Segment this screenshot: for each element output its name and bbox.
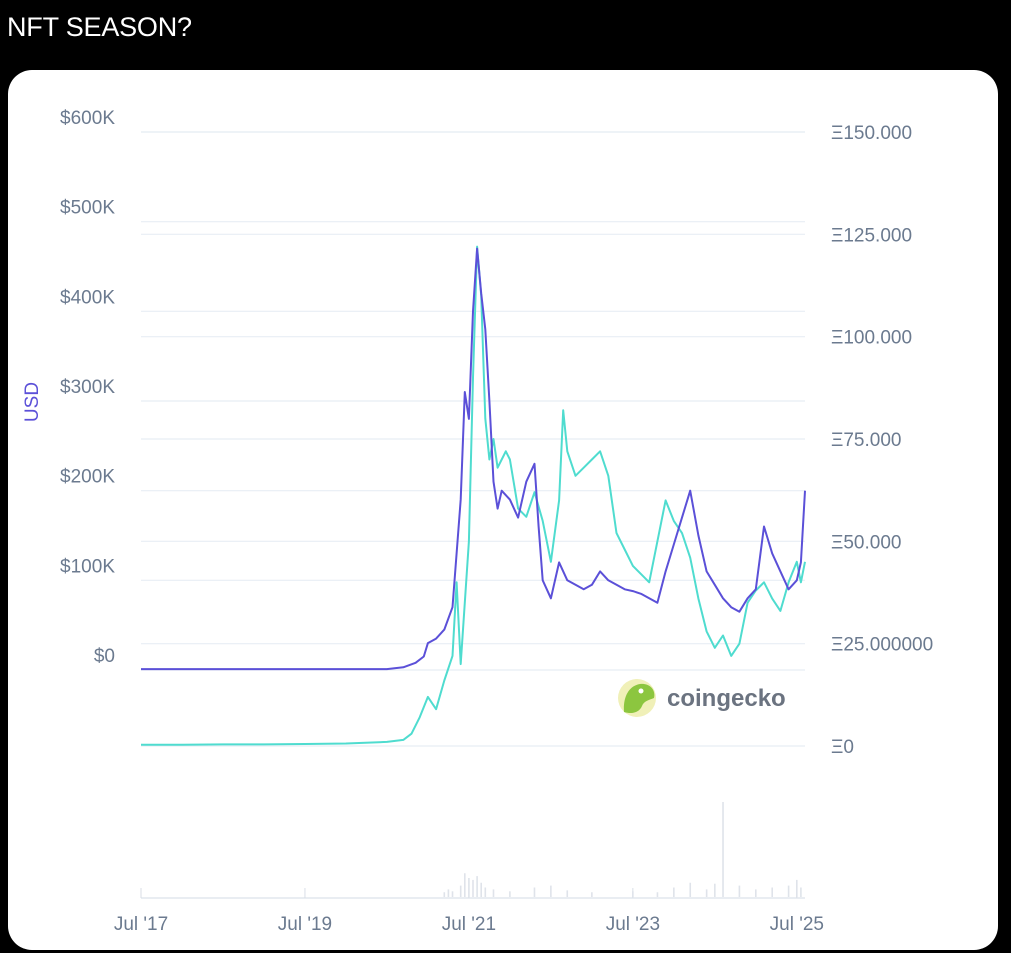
volume-bar	[472, 879, 474, 897]
usd-tick-label: $300K	[60, 377, 115, 398]
volume-bar	[796, 879, 798, 897]
post-title: NFT SEASON?	[7, 12, 192, 42]
x-tick-label: Jul '17	[114, 914, 168, 935]
volume-bar	[800, 887, 802, 897]
eth-tick-label: Ξ150.000	[831, 123, 912, 144]
x-tick-label: Jul '23	[606, 914, 660, 935]
volume-bar	[566, 890, 569, 897]
volume-bar	[714, 883, 716, 897]
volume-bar	[755, 889, 757, 897]
chart-card: $600K $500K $400K $300K $200K $100K $0 Ξ150.00…	[8, 70, 998, 950]
eth-tick-label: Ξ25.000000	[831, 635, 933, 656]
left-axis-ticks: $600K $500K $400K $300K $200K $100K $0	[60, 108, 115, 667]
volume-bar	[480, 882, 482, 897]
gecko-head-icon	[623, 683, 655, 714]
volume-bar	[722, 802, 724, 897]
volume-bar	[689, 882, 692, 897]
volume-bar	[787, 885, 790, 897]
price-series	[141, 245, 806, 746]
x-tick-label: Jul '21	[442, 914, 496, 935]
gridlines	[140, 131, 805, 899]
volume-bar	[656, 892, 659, 897]
eth-tick-label: Ξ75.000	[831, 430, 901, 451]
volume-bar	[447, 889, 450, 897]
volume-bar	[550, 885, 552, 897]
volume-bars	[443, 802, 802, 897]
eth-tick-label: Ξ0	[831, 737, 854, 758]
usd-price-line	[141, 247, 806, 671]
price-chart: $600K $500K $400K $300K $200K $100K $0 Ξ150.00…	[22, 108, 933, 935]
x-tick-label: Jul '19	[278, 914, 332, 935]
right-axis-ticks: Ξ150.000 Ξ125.000 Ξ100.000 Ξ75.000 Ξ50.000 Ξ2…	[831, 123, 933, 758]
volume-bar	[459, 885, 462, 897]
volume-bar	[468, 878, 470, 897]
volume-bar	[492, 889, 495, 897]
volume-bar	[464, 873, 466, 897]
coingecko-watermark: coingecko	[618, 679, 786, 717]
volume-bar	[533, 887, 536, 897]
volume-bar	[705, 889, 708, 897]
volume-bar	[443, 892, 446, 897]
eth-tick-label: Ξ50.000	[831, 532, 901, 553]
gecko-eye-icon	[638, 688, 644, 694]
usd-axis-label: USD	[22, 382, 43, 422]
usd-tick-label: $100K	[60, 556, 115, 577]
usd-tick-label: $0	[94, 646, 115, 667]
volume-bar	[484, 887, 487, 897]
volume-bar	[591, 892, 593, 897]
usd-tick-label: $500K	[60, 198, 115, 219]
eth-tick-label: Ξ125.000	[831, 225, 912, 246]
x-axis-ticks: Jul '17 Jul '19 Jul '21 Jul '23 Jul '25	[114, 914, 824, 935]
eth-tick-label: Ξ100.000	[831, 328, 912, 349]
x-tick-label: Jul '25	[770, 914, 824, 935]
volume-bar	[509, 891, 511, 897]
volume-bar	[673, 887, 675, 897]
volume-bar	[451, 891, 454, 897]
usd-tick-label: $600K	[60, 108, 115, 129]
volume-bar	[632, 891, 634, 897]
usd-tick-label: $200K	[60, 467, 115, 488]
brand-name: coingecko	[667, 685, 786, 712]
usd-tick-label: $400K	[60, 287, 115, 308]
volume-bar	[771, 887, 774, 897]
volume-bar	[738, 885, 741, 897]
eth-price-line	[141, 245, 806, 746]
volume-bar	[476, 876, 478, 897]
